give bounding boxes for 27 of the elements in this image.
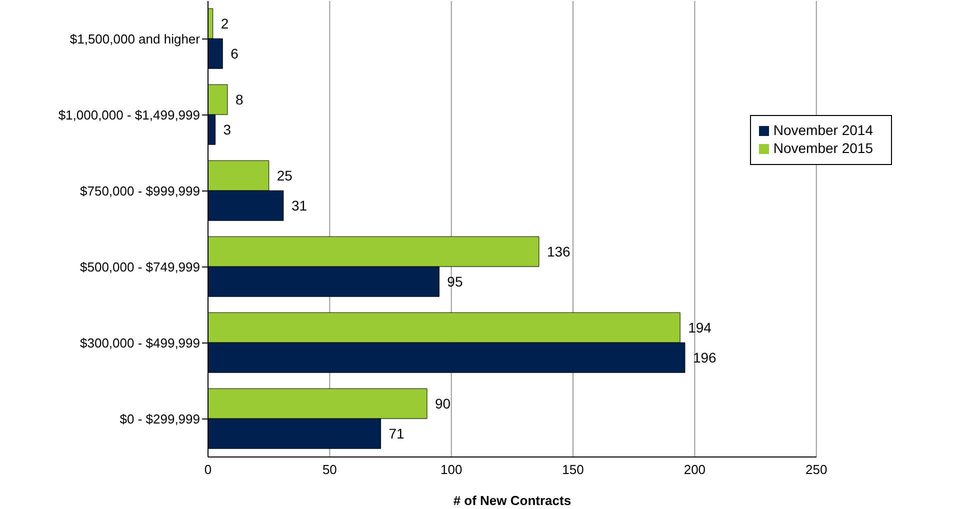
data-label: 90: [435, 396, 451, 412]
x-axis-title: # of New Contracts: [453, 493, 572, 508]
x-tick-label: 0: [204, 462, 212, 478]
data-label: 25: [276, 168, 293, 184]
data-label: 136: [546, 244, 571, 260]
data-label: 2: [220, 16, 229, 32]
data-label: 6: [230, 46, 239, 62]
y-tick-label: $1,000,000 - $1,499,999: [58, 108, 200, 123]
y-tick-label: $1,500,000 and higher: [70, 32, 201, 47]
data-label: 196: [692, 350, 717, 366]
x-tick-label: 150: [562, 462, 584, 478]
x-tick-label: 100: [440, 462, 462, 478]
data-label: 194: [688, 320, 712, 336]
x-tick-label: 50: [322, 462, 337, 478]
data-label: 3: [223, 122, 232, 138]
legend-label: November 2014: [773, 122, 873, 138]
data-label: 95: [447, 274, 463, 290]
data-label: 8: [235, 92, 244, 108]
data-label: 31: [291, 198, 308, 214]
y-tick-label: $0 - $299,999: [120, 412, 200, 427]
y-tick-label: $500,000 - $749,999: [80, 260, 200, 275]
x-tick-label: 250: [806, 462, 828, 478]
data-label: 71: [388, 426, 405, 442]
legend-label: November 2015: [773, 140, 873, 156]
y-tick-label: $750,000 - $999,999: [80, 184, 200, 199]
y-tick-label: $300,000 - $499,999: [80, 336, 200, 351]
x-tick-label: 200: [684, 462, 706, 478]
